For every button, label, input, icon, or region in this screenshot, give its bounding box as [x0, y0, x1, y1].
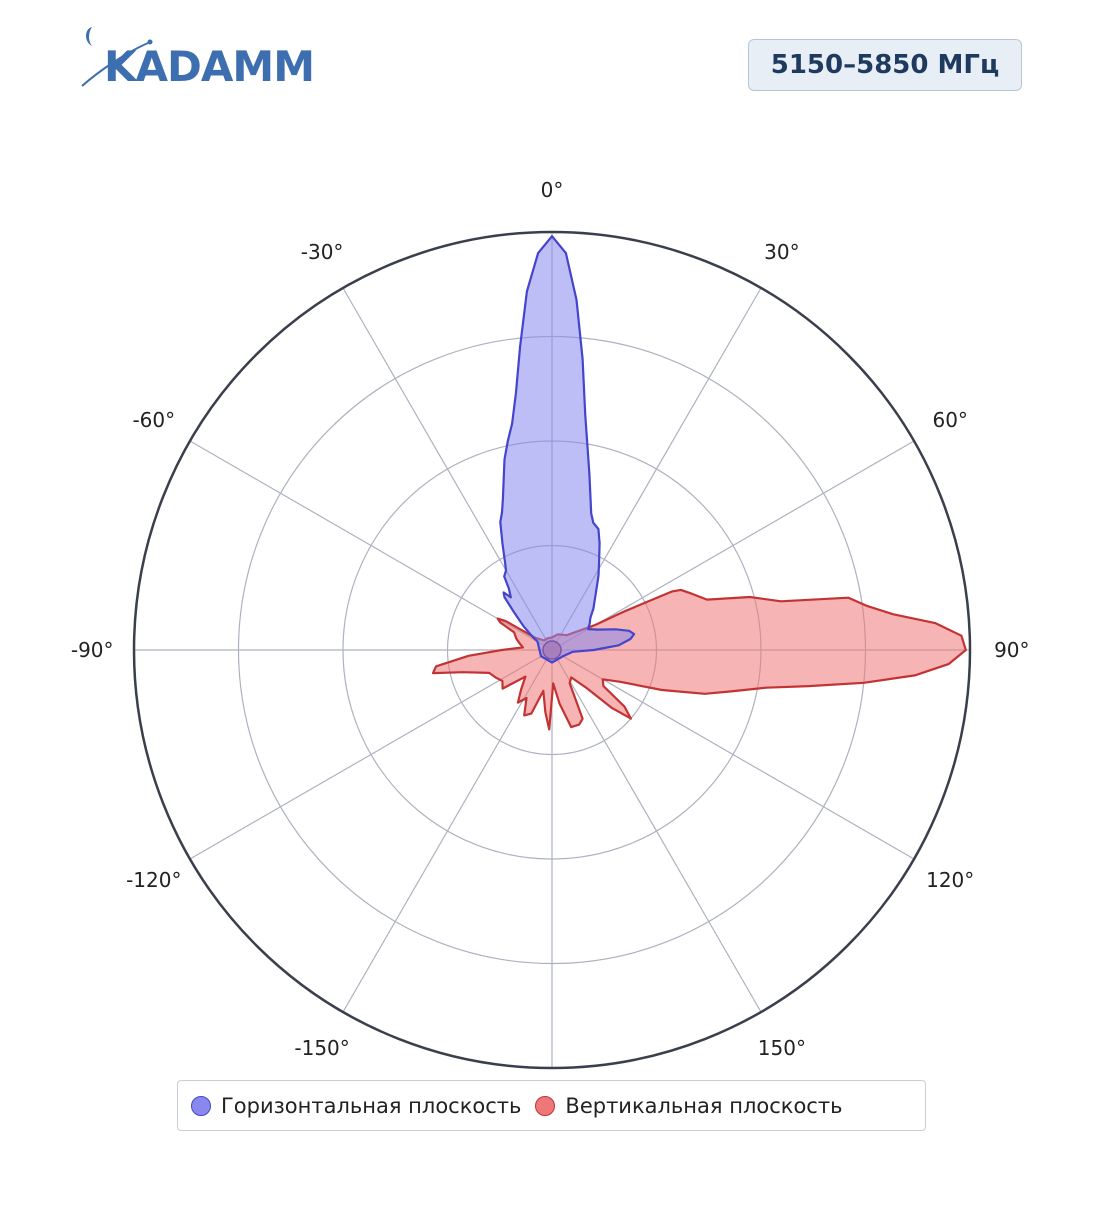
frequency-badge: 5150–5850 МГц	[748, 39, 1022, 91]
angle-label: 150°	[758, 1036, 806, 1060]
angle-label: 60°	[932, 408, 967, 432]
angle-label: 120°	[926, 868, 974, 892]
legend-marker-horizontal	[191, 1095, 211, 1116]
angle-label: 90°	[994, 638, 1029, 662]
angle-label: 0°	[541, 178, 564, 202]
angle-label: -120°	[126, 868, 181, 892]
series-vertical	[431, 588, 967, 731]
angle-label: -30°	[301, 240, 344, 264]
angle-label: 30°	[764, 240, 799, 264]
frequency-label: 5150–5850 МГц	[770, 50, 1000, 80]
legend-item-vertical[interactable]: Вертикальная плоскость	[535, 1094, 842, 1118]
angle-label: -150°	[294, 1036, 349, 1060]
angle-labels: 0° 30° 60° 90° 120° 150° -150° -120° -90° -60° -30…	[71, 178, 1030, 1060]
outer-ring	[132, 230, 972, 1070]
angle-label: -60°	[132, 408, 175, 432]
angle-label: -90°	[71, 638, 114, 662]
kadamm-logo	[81, 27, 153, 87]
series-layer	[431, 235, 967, 731]
legend-label-vertical: Вертикальная плоскость	[565, 1093, 843, 1118]
center-marker	[542, 640, 562, 660]
logo-wordmark: KADAMM	[104, 42, 315, 91]
legend-label-horizontal: Горизонтальная плоскость	[221, 1093, 522, 1118]
legend-item-horizontal[interactable]: Горизонтальная плоскость	[191, 1094, 521, 1118]
legend: Горизонтальная плоскость Вертикальная пл…	[177, 1080, 926, 1131]
series-horizontal	[499, 235, 636, 664]
legend-marker-vertical	[535, 1095, 556, 1116]
